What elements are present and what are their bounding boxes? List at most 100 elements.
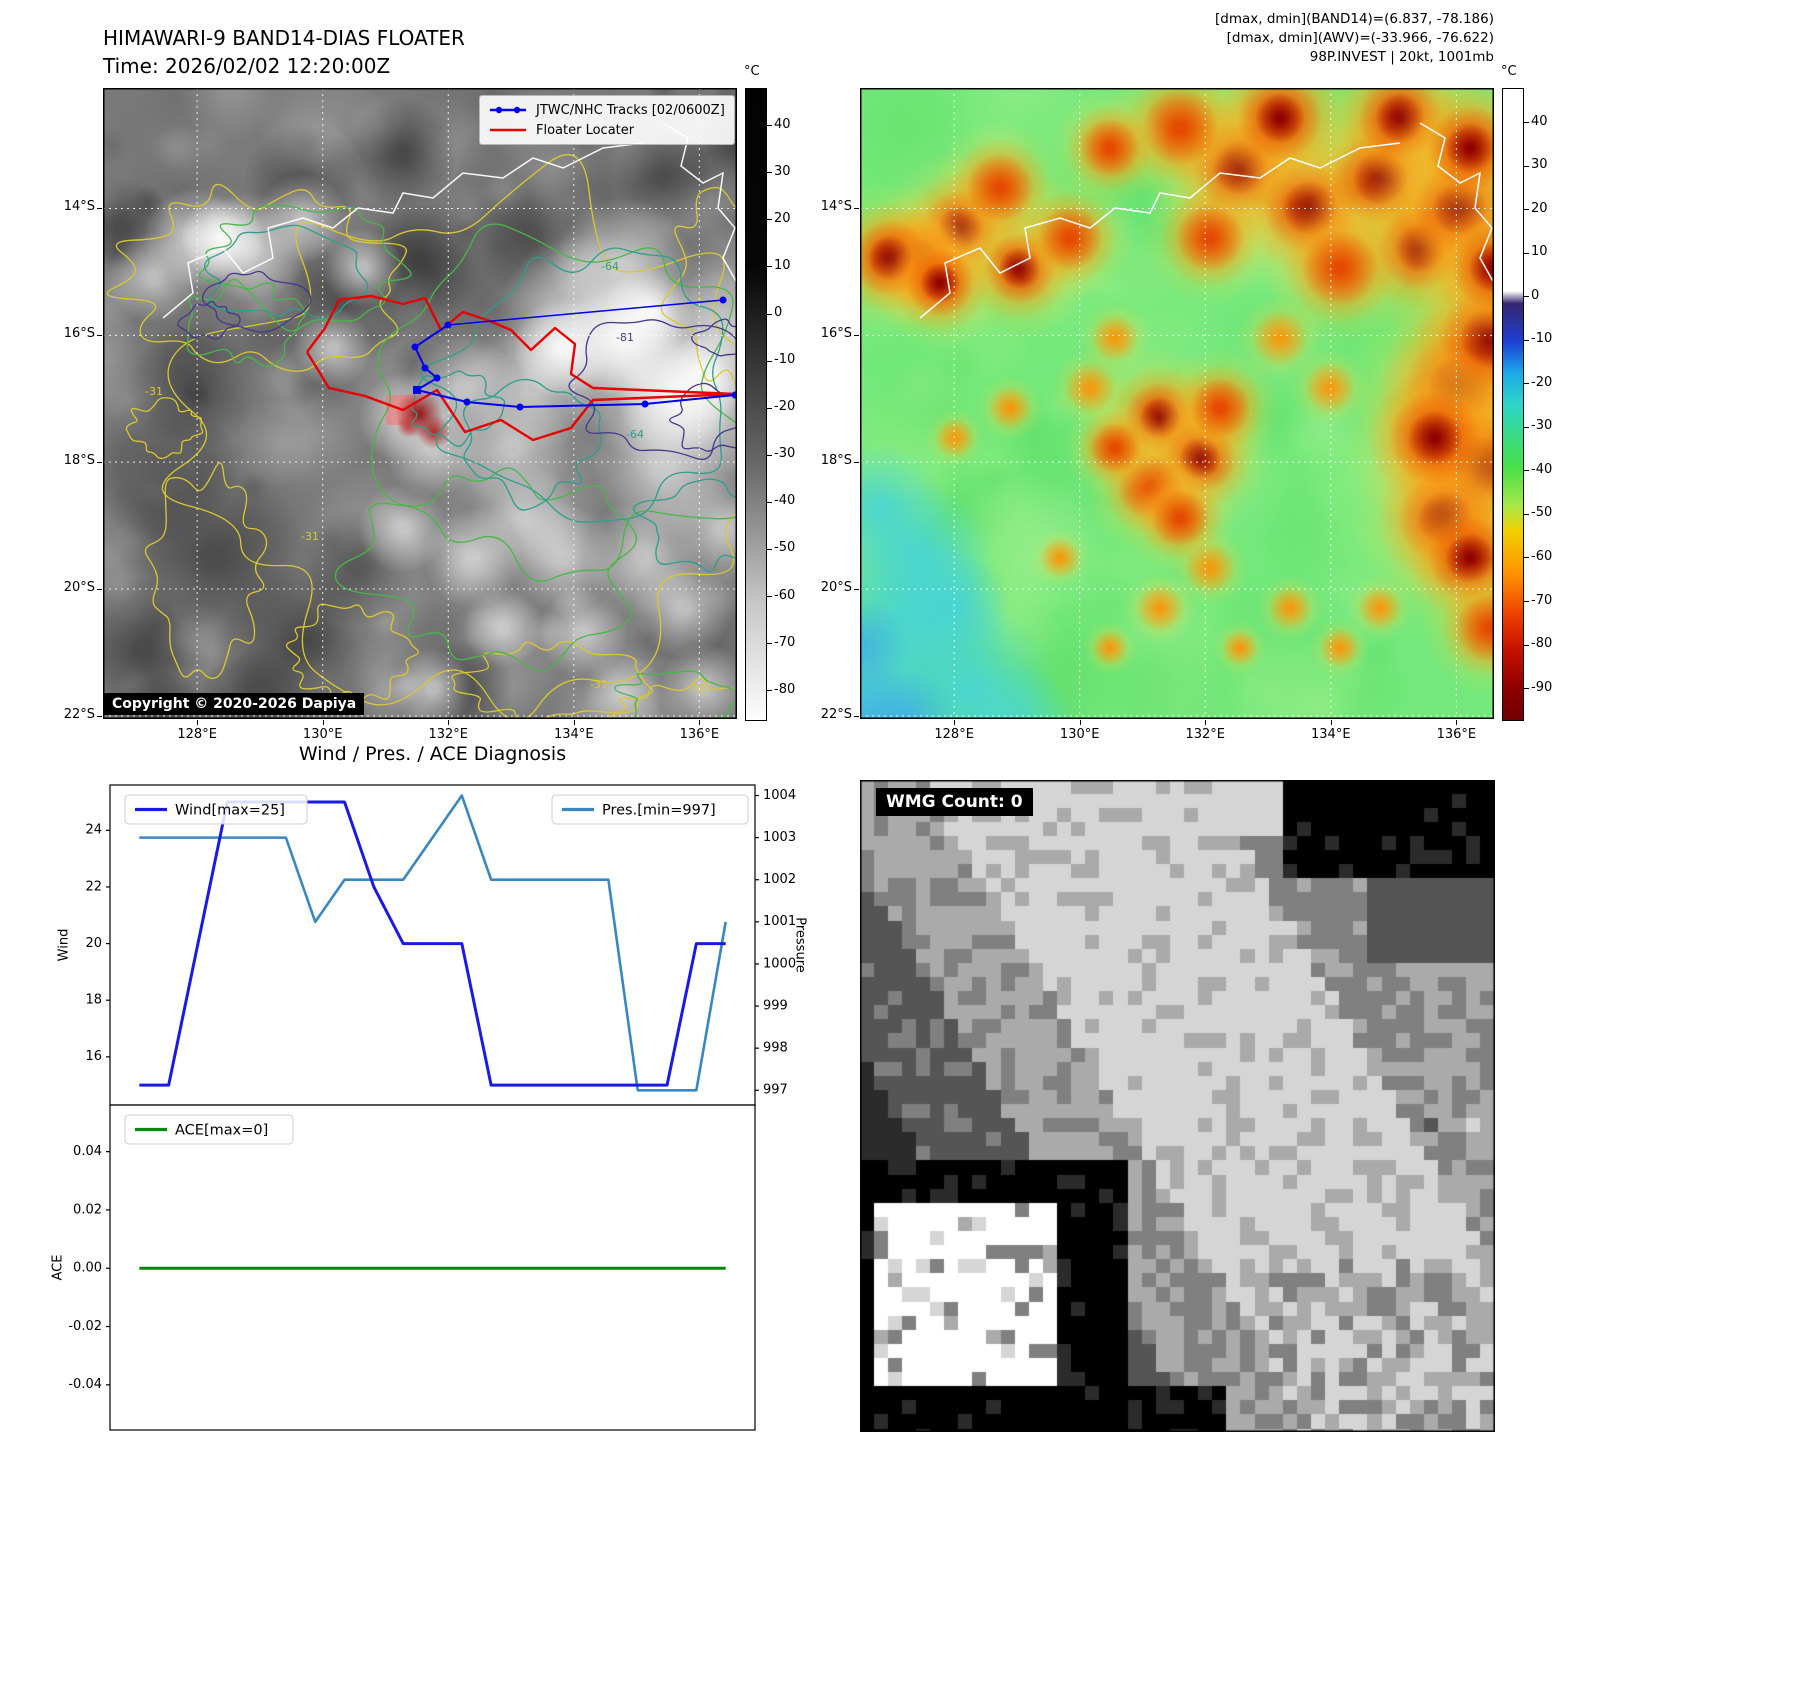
band14-colorbar-tick-label: 10 bbox=[774, 257, 791, 273]
map-legend-label-floater: Floater Locater bbox=[536, 122, 635, 138]
awv-colorbar-tick-mark bbox=[1524, 557, 1529, 559]
band14-colorbar-tick-mark bbox=[767, 360, 772, 362]
lat-tick-label: 18°S bbox=[63, 453, 95, 469]
lon-tick-label: 136°E bbox=[679, 727, 720, 742]
lat-tick-mark bbox=[97, 208, 102, 210]
band14-colorbar-tick-mark bbox=[767, 501, 772, 503]
lat-tick-mark bbox=[854, 335, 859, 337]
lat-tick-mark bbox=[97, 462, 102, 464]
lat-tick-label: 20°S bbox=[63, 579, 95, 595]
lat-tick-mark bbox=[854, 208, 859, 210]
awv-colorbar-tick-label: -70 bbox=[1531, 592, 1553, 608]
awv-colorbar-tick-mark bbox=[1524, 252, 1529, 254]
awv-colorbar-tick-mark bbox=[1524, 513, 1529, 515]
band14-colorbar-tick-label: 40 bbox=[774, 116, 791, 132]
wmg-count-badge: WMG Count: 0 bbox=[876, 788, 1033, 816]
lon-tick-label: 130°E bbox=[1059, 727, 1100, 742]
map-legend-label-tracks: JTWC/NHC Tracks [02/0600Z] bbox=[536, 102, 725, 118]
band14-colorbar-tick-label: -20 bbox=[774, 399, 796, 415]
lat-tick-mark bbox=[97, 335, 102, 337]
band14-colorbar-tick-mark bbox=[767, 172, 772, 174]
lon-tick-label: 134°E bbox=[1311, 727, 1351, 742]
awv-colorbar bbox=[1502, 88, 1524, 721]
band14-title-block: HIMAWARI-9 BAND14-DIAS FLOATER Time: 202… bbox=[103, 24, 465, 80]
awv-colorbar-tick-mark bbox=[1524, 601, 1529, 602]
band14-colorbar-tick-label: -30 bbox=[774, 446, 796, 462]
lat-tick-label: 18°S bbox=[820, 453, 852, 469]
awv-colorbar-tick-label: -80 bbox=[1531, 636, 1553, 652]
awv-colorbar-tick-label: 20 bbox=[1531, 200, 1548, 216]
lon-tick-mark bbox=[1330, 720, 1332, 725]
lat-tick-label: 16°S bbox=[820, 326, 852, 342]
lon-tick-mark bbox=[1079, 720, 1081, 725]
lon-tick-mark bbox=[322, 720, 324, 725]
track-line-icon bbox=[490, 106, 526, 114]
lon-tick-label: 130°E bbox=[302, 727, 343, 742]
lon-tick-label: 136°E bbox=[1436, 727, 1477, 742]
header-line-invest: 98P.INVEST | 20kt, 1001mb bbox=[1309, 49, 1494, 65]
lat-tick-label: 22°S bbox=[63, 706, 95, 722]
wmg-pixel-map bbox=[860, 780, 1495, 1432]
awv-colorbar-unit: °C bbox=[1501, 64, 1517, 79]
lon-tick-mark bbox=[1456, 720, 1458, 725]
band14-colorbar-tick-label: -50 bbox=[774, 540, 796, 556]
lon-tick-mark bbox=[699, 720, 701, 725]
awv-satellite-map bbox=[860, 88, 1494, 719]
map-legend: JTWC/NHC Tracks [02/0600Z] Floater Locat… bbox=[479, 95, 735, 145]
awv-colorbar-tick-mark bbox=[1524, 383, 1529, 385]
band14-colorbar-tick-label: -70 bbox=[774, 634, 796, 650]
band14-colorbar-tick-label: 0 bbox=[774, 305, 783, 321]
header-line-band14-range: [dmax, dmin](BAND14)=(6.837, -78.186) bbox=[1214, 11, 1494, 27]
band14-colorbar-tick-mark bbox=[767, 407, 772, 409]
band14-colorbar-tick-mark bbox=[767, 643, 772, 645]
awv-header-block: [dmax, dmin](BAND14)=(6.837, -78.186) [d… bbox=[1215, 10, 1494, 67]
awv-colorbar-tick-label: -40 bbox=[1531, 461, 1553, 477]
awv-colorbar-tick-label: 0 bbox=[1531, 287, 1540, 303]
band14-colorbar-tick-label: -80 bbox=[774, 681, 796, 697]
lon-tick-mark bbox=[1205, 720, 1207, 725]
awv-colorbar-tick-label: 40 bbox=[1531, 113, 1548, 129]
band14-colorbar-tick-mark bbox=[767, 454, 772, 456]
lon-tick-mark bbox=[197, 720, 199, 725]
awv-colorbar-tick-mark bbox=[1524, 644, 1529, 646]
lat-tick-mark bbox=[97, 715, 102, 717]
awv-colorbar-tick-mark bbox=[1524, 122, 1529, 124]
awv-colorbar-tick-mark bbox=[1524, 296, 1529, 298]
lat-tick-mark bbox=[97, 588, 102, 590]
band14-colorbar-unit: °C bbox=[744, 64, 760, 79]
awv-colorbar-tick-mark bbox=[1524, 470, 1529, 472]
lon-tick-label: 132°E bbox=[1185, 727, 1225, 742]
band14-colorbar-tick-mark bbox=[767, 548, 772, 550]
awv-colorbar-tick-label: -20 bbox=[1531, 374, 1553, 390]
band14-colorbar-tick-mark bbox=[767, 219, 772, 221]
awv-colorbar-tick-mark bbox=[1524, 426, 1529, 428]
lat-tick-mark bbox=[854, 715, 859, 717]
lon-tick-mark bbox=[954, 720, 956, 725]
map-legend-row-tracks: JTWC/NHC Tracks [02/0600Z] bbox=[488, 100, 726, 120]
lon-tick-label: 134°E bbox=[554, 727, 594, 742]
band14-colorbar-tick-mark bbox=[767, 125, 772, 127]
band14-colorbar-tick-mark bbox=[767, 690, 772, 692]
map-legend-row-floater: Floater Locater bbox=[488, 120, 726, 140]
band14-colorbar-tick-mark bbox=[767, 266, 772, 268]
copyright-badge: Copyright © 2020-2026 Dapiya bbox=[104, 693, 365, 715]
awv-colorbar-tick-mark bbox=[1524, 165, 1529, 167]
awv-colorbar-tick-label: -90 bbox=[1531, 679, 1553, 695]
lat-tick-label: 20°S bbox=[820, 579, 852, 595]
wind-pressure-ace-chart bbox=[0, 738, 830, 1438]
awv-colorbar-tick-label: -30 bbox=[1531, 418, 1553, 434]
awv-colorbar-tick-mark bbox=[1524, 688, 1529, 690]
lat-tick-mark bbox=[854, 588, 859, 590]
band14-colorbar-tick-label: 20 bbox=[774, 210, 791, 226]
band14-time: Time: 2026/02/02 12:20:00Z bbox=[103, 54, 391, 78]
band14-colorbar bbox=[745, 88, 767, 721]
lat-tick-label: 14°S bbox=[63, 199, 95, 215]
lon-tick-label: 128°E bbox=[177, 727, 217, 742]
band14-colorbar-tick-mark bbox=[767, 596, 772, 598]
header-line-awv-range: [dmax, dmin](AWV)=(-33.966, -76.622) bbox=[1226, 30, 1494, 46]
lat-tick-label: 14°S bbox=[820, 199, 852, 215]
band14-colorbar-tick-label: -40 bbox=[774, 493, 796, 509]
awv-colorbar-tick-label: -10 bbox=[1531, 331, 1553, 347]
lon-tick-label: 132°E bbox=[428, 727, 468, 742]
